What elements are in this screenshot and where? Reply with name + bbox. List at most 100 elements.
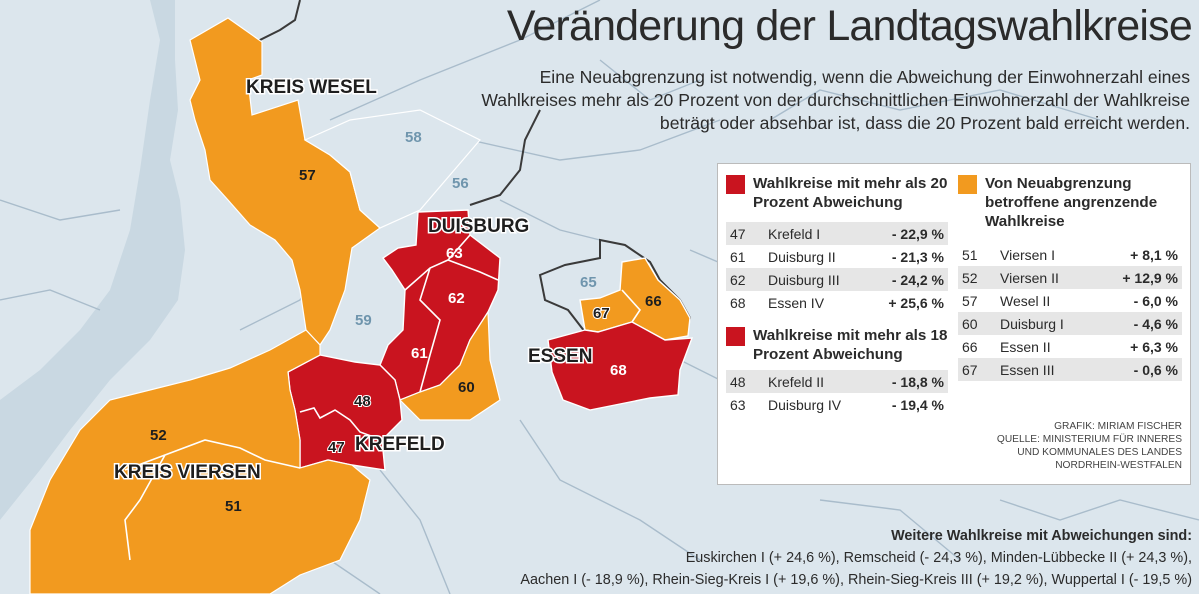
district-51: 51 xyxy=(225,498,242,515)
legend-table-over20: 47 Krefeld I - 22,9 % 61 Duisburg II - 2… xyxy=(726,222,948,314)
swatch-red-icon xyxy=(726,327,745,346)
row-name: Wesel II xyxy=(1000,292,1051,309)
row-value: - 6,0 % xyxy=(1133,292,1178,309)
label-kreis-wesel: KREIS WESEL xyxy=(246,77,377,98)
row-name: Viersen I xyxy=(1000,246,1055,263)
row-name: Duisburg II xyxy=(768,248,836,265)
district-numbers: 57 58 56 59 63 62 61 60 48 47 52 51 65 6… xyxy=(150,129,662,515)
row-value: - 22,9 % xyxy=(866,222,948,245)
row-value: + 8,1 % xyxy=(1130,246,1178,263)
boundary-essen-inner xyxy=(621,289,642,323)
district-57: 57 xyxy=(299,167,316,184)
row-num: 52 xyxy=(958,266,996,289)
district-63: 63 xyxy=(446,245,463,262)
swatch-orange-icon xyxy=(958,175,977,194)
swatch-red-icon xyxy=(726,175,745,194)
row-num: 66 xyxy=(962,338,978,355)
footer-line-2: Aachen I (- 18,9 %), Rhein-Sieg-Kreis I … xyxy=(520,572,1192,588)
district-67: 67 xyxy=(593,305,610,322)
map-land-west xyxy=(0,0,160,400)
legend-heading-over18: Wahlkreise mit mehr als 18 Prozent Abwei… xyxy=(726,326,948,364)
row-num: 57 xyxy=(962,292,978,309)
credit-block: GRAFIK: MIRIAM FISCHER QUELLE: MINISTERI… xyxy=(997,420,1182,472)
district-47: 47 xyxy=(328,439,345,456)
credit-quelle-3: NORDRHEIN-WESTFALEN xyxy=(1055,460,1182,471)
row-value: + 12,9 % xyxy=(1094,266,1182,289)
label-krefeld: KREFELD xyxy=(355,434,445,455)
legend-column-red: Wahlkreise mit mehr als 20 Prozent Abwei… xyxy=(726,174,948,416)
row-num: 67 xyxy=(958,358,996,381)
table-row: 66 Essen II + 6,3 % xyxy=(958,335,1182,358)
boundary-viersen-inner xyxy=(124,439,301,561)
table-row: 52 Viersen II + 12,9 % xyxy=(958,266,1182,289)
row-value: + 25,6 % xyxy=(888,294,944,311)
region-kreis-wesel xyxy=(189,17,381,346)
state-border-east xyxy=(469,109,541,206)
row-num: 51 xyxy=(962,246,978,263)
legend-heading-over20-text: Wahlkreise mit mehr als 20 Prozent Abwei… xyxy=(753,175,948,211)
legend-heading-over18-text: Wahlkreise mit mehr als 18 Prozent Abwei… xyxy=(753,327,948,363)
row-value: - 0,6 % xyxy=(1094,358,1182,381)
row-num: 61 xyxy=(730,248,746,265)
district-66: 66 xyxy=(645,293,662,310)
row-num: 48 xyxy=(726,370,764,393)
legend-table-over18: 48 Krefeld II - 18,8 % 63 Duisburg IV - … xyxy=(726,370,948,416)
row-value: - 18,8 % xyxy=(869,370,948,393)
row-num: 47 xyxy=(726,222,764,245)
row-name: Essen II xyxy=(1000,338,1051,355)
footer-line-1: Euskirchen I (+ 24,6 %), Remscheid (- 24… xyxy=(685,550,1192,566)
row-name: Duisburg IV xyxy=(768,396,842,413)
row-num: 63 xyxy=(730,396,746,413)
boundary-duisburg-inner xyxy=(404,234,499,393)
row-name: Duisburg I xyxy=(996,312,1095,335)
table-row: 51 Viersen I + 8,1 % xyxy=(958,243,1182,266)
table-row: 57 Wesel II - 6,0 % xyxy=(958,289,1182,312)
table-row: 68 Essen IV + 25,6 % xyxy=(726,291,948,314)
label-kreis-viersen: KREIS VIERSEN xyxy=(114,462,261,483)
label-duisburg: DUISBURG xyxy=(428,216,529,237)
district-48: 48 xyxy=(354,393,371,410)
boundary-krefeld-inner xyxy=(299,407,383,441)
row-name: Krefeld I xyxy=(764,222,867,245)
row-name: Duisburg III xyxy=(764,268,867,291)
row-num: 62 xyxy=(726,268,764,291)
legend-heading-over20: Wahlkreise mit mehr als 20 Prozent Abwei… xyxy=(726,174,948,212)
district-62: 62 xyxy=(448,290,465,307)
region-58 xyxy=(303,109,481,229)
district-58: 58 xyxy=(405,129,422,146)
district-65: 65 xyxy=(580,274,597,291)
row-num: 60 xyxy=(958,312,996,335)
row-name: Viersen II xyxy=(996,266,1095,289)
row-value: - 21,3 % xyxy=(891,248,944,265)
row-value: - 4,6 % xyxy=(1094,312,1182,335)
row-name: Essen IV xyxy=(768,294,825,311)
footer-heading: Weitere Wahlkreise mit Abweichungen sind… xyxy=(891,528,1192,544)
table-row: 60 Duisburg I - 4,6 % xyxy=(958,312,1182,335)
page-title: Veränderung der Landtagswahlkreise xyxy=(506,2,1193,50)
row-name: Essen III xyxy=(996,358,1095,381)
row-name: Krefeld II xyxy=(764,370,870,393)
legend-heading-neighbors-text: Von Neuabgrenzung betroffene angrenzende… xyxy=(985,175,1158,230)
district-60: 60 xyxy=(458,379,475,396)
legend-panel: Wahlkreise mit mehr als 20 Prozent Abwei… xyxy=(717,163,1191,485)
table-row: 47 Krefeld I - 22,9 % xyxy=(726,222,948,245)
legend-column-orange: Von Neuabgrenzung betroffene angrenzende… xyxy=(958,174,1182,381)
row-value: + 6,3 % xyxy=(1130,338,1178,355)
footer-notes: Weitere Wahlkreise mit Abweichungen sind… xyxy=(450,525,1192,591)
region-labels: KREIS WESEL DUISBURG KREFELD ESSEN KREIS… xyxy=(113,76,594,485)
row-value: - 24,2 % xyxy=(866,268,948,291)
district-59: 59 xyxy=(355,312,372,329)
table-row: 62 Duisburg III - 24,2 % xyxy=(726,268,948,291)
table-row: 61 Duisburg II - 21,3 % xyxy=(726,245,948,268)
credit-quelle-1: QUELLE: MINISTERIUM FÜR INNERES xyxy=(996,434,1182,445)
region-kreis-viersen xyxy=(29,329,371,594)
label-essen: ESSEN xyxy=(528,346,592,367)
row-num: 68 xyxy=(730,294,746,311)
district-61: 61 xyxy=(411,345,428,362)
page-subtitle: Eine Neuabgrenzung ist notwendig, wenn d… xyxy=(481,67,1190,133)
legend-heading-neighbors: Von Neuabgrenzung betroffene angrenzende… xyxy=(958,174,1182,231)
district-52: 52 xyxy=(150,427,167,444)
table-row: 67 Essen III - 0,6 % xyxy=(958,358,1182,381)
legend-table-neighbors: 51 Viersen I + 8,1 % 52 Viersen II + 12,… xyxy=(958,243,1182,381)
row-value: - 19,4 % xyxy=(891,396,944,413)
